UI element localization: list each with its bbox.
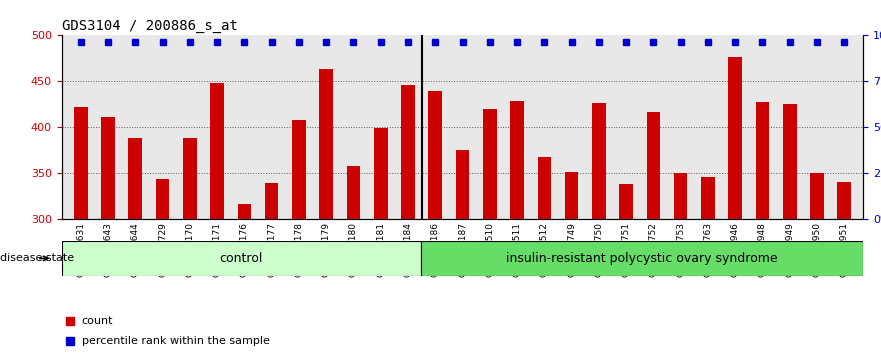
Bar [129, 138, 142, 354]
Bar [537, 157, 552, 354]
Bar [483, 109, 497, 354]
Text: count: count [82, 316, 114, 326]
Bar [374, 129, 388, 354]
Bar [428, 91, 442, 354]
Bar [756, 102, 769, 354]
Bar [811, 173, 824, 354]
Bar [674, 173, 687, 354]
Text: insulin-resistant polycystic ovary syndrome: insulin-resistant polycystic ovary syndr… [507, 252, 778, 265]
Text: GDS3104 / 200886_s_at: GDS3104 / 200886_s_at [62, 19, 238, 33]
Bar [292, 120, 306, 354]
Bar [565, 172, 579, 354]
Bar [783, 104, 796, 354]
FancyBboxPatch shape [62, 241, 421, 276]
Bar [619, 184, 633, 354]
Bar [647, 112, 660, 354]
Bar [101, 117, 115, 354]
Bar [319, 69, 333, 354]
Bar [401, 85, 415, 354]
Text: percentile rank within the sample: percentile rank within the sample [82, 336, 270, 346]
Bar [729, 57, 742, 354]
Bar [156, 179, 169, 354]
FancyBboxPatch shape [421, 241, 863, 276]
Bar [265, 183, 278, 354]
Bar [74, 107, 87, 354]
Bar [346, 166, 360, 354]
Bar [238, 204, 251, 354]
Bar [183, 138, 196, 354]
Text: control: control [219, 252, 263, 265]
Bar [211, 83, 224, 354]
Bar [592, 103, 606, 354]
Bar [838, 182, 851, 354]
Bar [455, 149, 470, 354]
Bar [701, 177, 714, 354]
Text: disease state: disease state [0, 253, 74, 263]
Bar [510, 101, 524, 354]
